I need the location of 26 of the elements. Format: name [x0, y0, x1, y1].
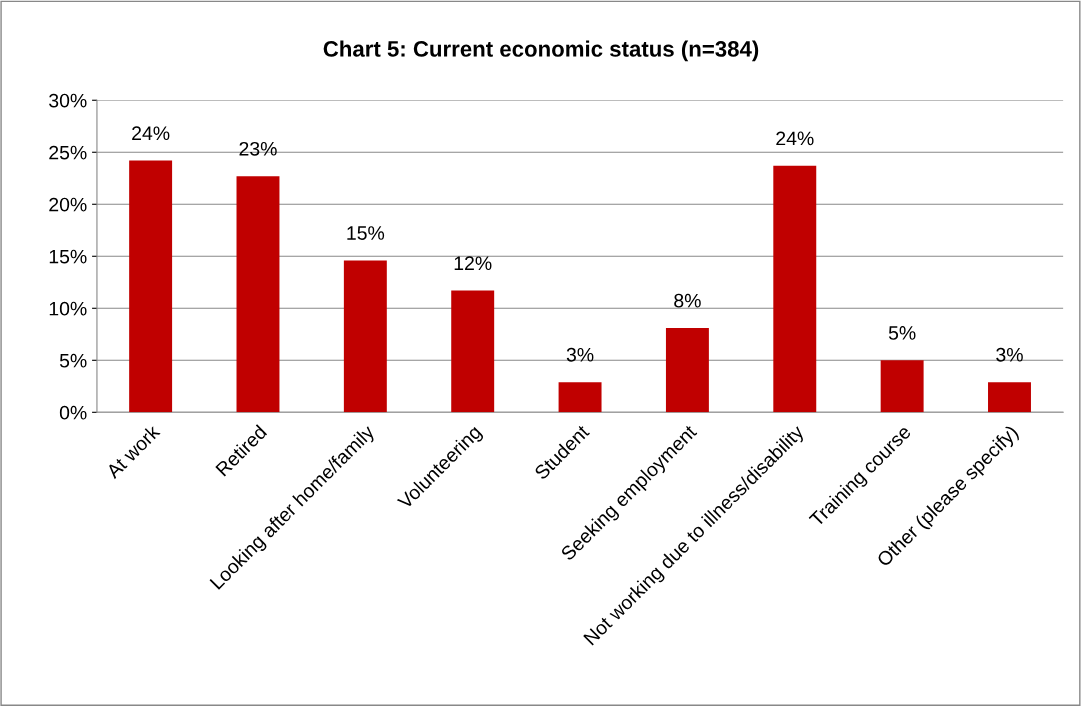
y-tick-label: 5%	[59, 353, 87, 368]
bar	[236, 176, 280, 413]
bar	[665, 328, 709, 413]
bar	[129, 160, 173, 413]
data-label: 24%	[132, 126, 170, 140]
y-tick-label: 0%	[59, 405, 87, 420]
data-label: 15%	[347, 226, 385, 240]
bar	[451, 290, 495, 413]
y-tick-label: 15%	[49, 249, 87, 264]
bar	[773, 165, 817, 413]
bar	[558, 382, 602, 413]
chart-title: Chart 5: Current economic status (n=384)	[323, 40, 759, 62]
data-label: 24%	[776, 131, 814, 146]
y-tick-label: 30%	[49, 93, 87, 108]
y-tick-label: 10%	[49, 301, 87, 316]
y-tick-label: 25%	[49, 145, 87, 160]
bar	[343, 260, 387, 413]
bar	[880, 360, 924, 413]
data-label: 12%	[454, 256, 492, 271]
data-label: 5%	[888, 326, 916, 340]
data-label: 8%	[674, 293, 701, 308]
data-label: 3%	[996, 347, 1023, 362]
data-label: 23%	[239, 141, 277, 156]
data-label: 3%	[566, 347, 594, 362]
bar	[988, 382, 1031, 413]
y-tick-label: 20%	[49, 197, 87, 212]
